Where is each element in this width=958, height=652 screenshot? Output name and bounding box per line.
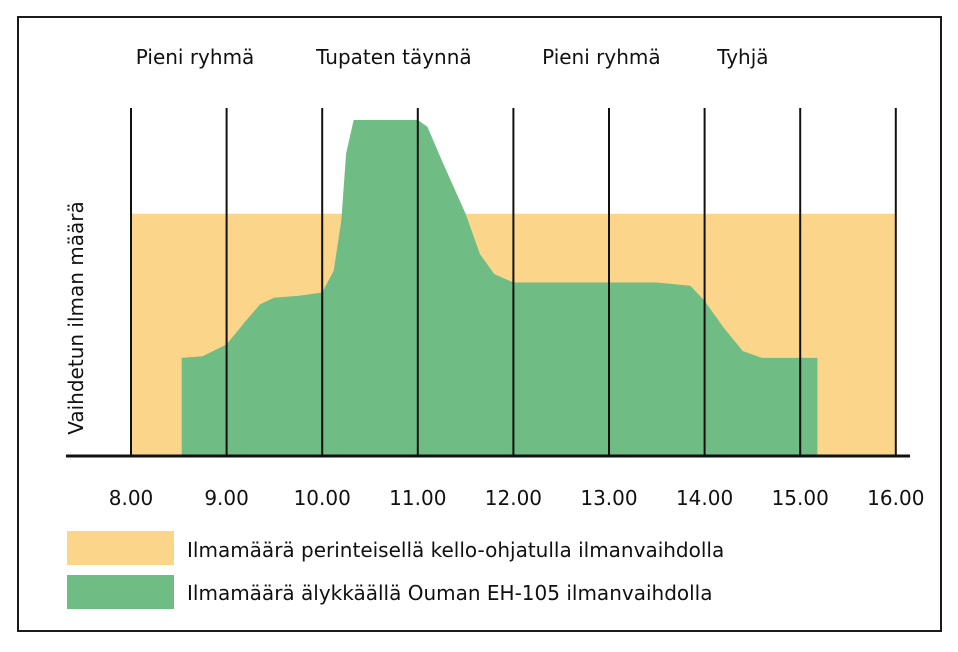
phase-labels: Pieni ryhmä Tupaten täynnä Pieni ryhmä Tyhj… <box>136 45 769 69</box>
legend-label-smart: Ilmamäärä älykkäällä Ouman EH-105 ilmanv… <box>187 581 713 605</box>
phase-label: Tupaten täynnä <box>315 45 472 69</box>
phase-label: Pieni ryhmä <box>136 45 255 69</box>
legend-swatch-smart <box>67 575 174 609</box>
x-tick-label: 14.00 <box>676 486 733 510</box>
legend-label-traditional: Ilmamäärä perinteisellä kello-ohjatulla … <box>187 538 724 562</box>
x-tick-label: 9.00 <box>204 486 249 510</box>
x-tick-label: 15.00 <box>772 486 829 510</box>
phase-label: Pieni ryhmä <box>542 45 661 69</box>
phase-label: Tyhjä <box>716 45 768 69</box>
x-tick-label: 10.00 <box>294 486 351 510</box>
x-tick-label: 13.00 <box>580 486 637 510</box>
legend: Ilmamäärä perinteisellä kello-ohjatulla … <box>67 531 724 609</box>
x-tick-labels: 8.00 9.00 10.00 11.00 12.00 13.00 14.00 15.00 16… <box>109 486 925 510</box>
y-axis-label: Vaihdetun ilman määrä <box>64 201 88 435</box>
x-tick-label: 11.00 <box>389 486 446 510</box>
vertical-gridlines <box>130 108 897 455</box>
legend-swatch-traditional <box>67 531 174 565</box>
x-tick-label: 12.00 <box>485 486 542 510</box>
area-series-1 <box>181 120 818 455</box>
x-tick-label: 8.00 <box>109 486 154 510</box>
x-tick-label: 16.00 <box>867 486 924 510</box>
